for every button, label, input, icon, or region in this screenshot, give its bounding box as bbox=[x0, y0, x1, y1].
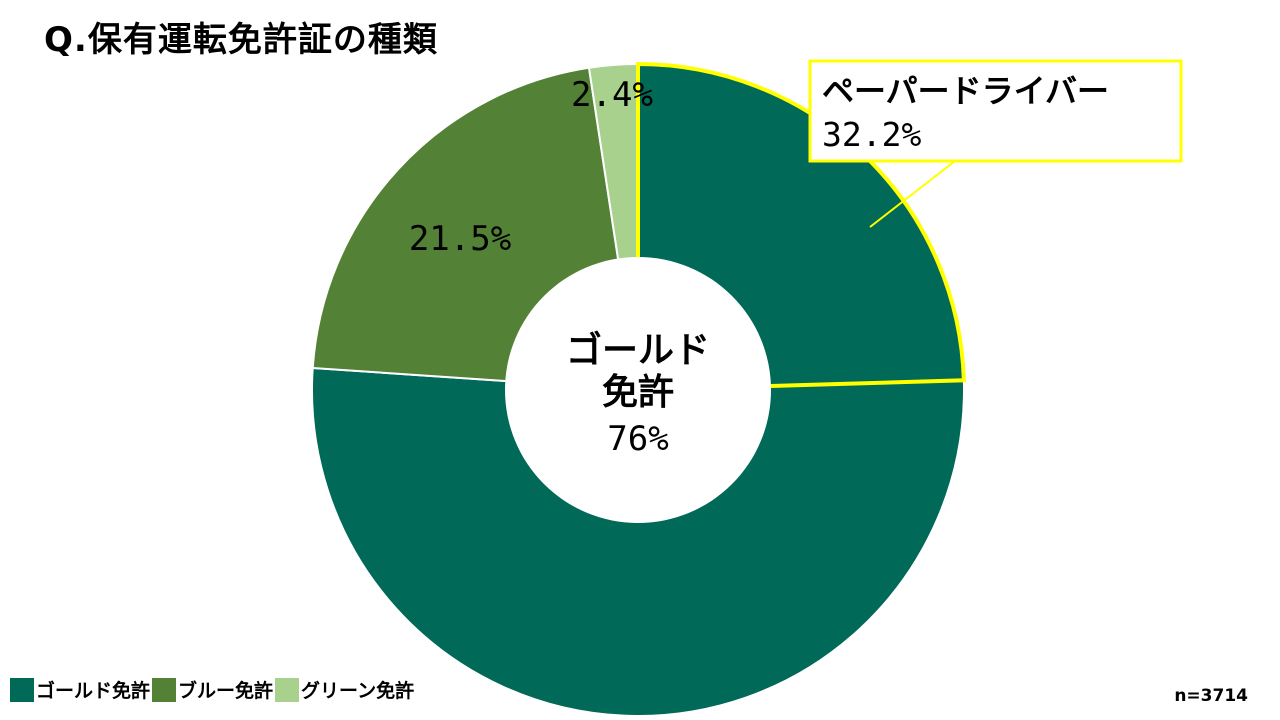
center-label-line-3: 76% bbox=[607, 419, 668, 459]
callout-box bbox=[808, 59, 1183, 163]
donut-hole bbox=[505, 257, 771, 523]
legend-item-gold: ゴールド免許 bbox=[10, 676, 150, 703]
legend-item-blue: ブルー免許 bbox=[152, 676, 273, 703]
legend-label-green: グリーン免許 bbox=[301, 680, 415, 702]
chart-title: Q.保有運転免許証の種類 bbox=[44, 20, 438, 60]
callout-title: ペーパードライバー bbox=[822, 72, 1109, 110]
legend-label-gold: ゴールド免許 bbox=[36, 680, 151, 702]
center-label-line-2: 免許 bbox=[602, 372, 674, 413]
slice-label-blue: 21.5% bbox=[409, 219, 511, 259]
slice-label-green: 2.4% bbox=[571, 75, 653, 115]
legend-swatch-blue bbox=[152, 677, 177, 702]
sample-size: n=3714 bbox=[1174, 686, 1248, 706]
legend-label-blue: ブルー免許 bbox=[178, 680, 274, 702]
center-label-line-1: ゴールド bbox=[566, 329, 710, 371]
callout-leader-line bbox=[869, 160, 956, 228]
legend-swatch-green bbox=[275, 677, 300, 702]
legend-swatch-gold bbox=[10, 677, 34, 702]
callout-value: 32.2% bbox=[822, 115, 921, 154]
legend: ゴールド免許 ブルー免許 グリーン免許 bbox=[10, 676, 416, 703]
legend-item-green: グリーン免許 bbox=[275, 676, 414, 703]
